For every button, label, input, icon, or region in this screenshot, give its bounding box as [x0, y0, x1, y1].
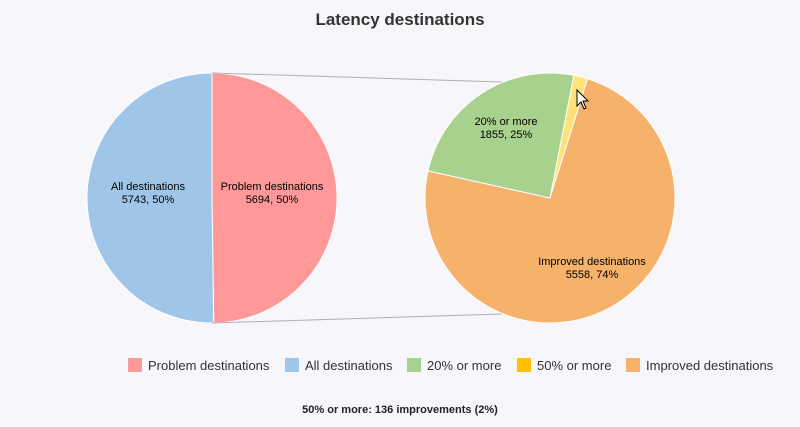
slice-label-20-or-more: 20% or more 1855, 25%	[475, 116, 538, 141]
slice-label-problem-destinations: Problem destinations 5694, 50%	[221, 181, 324, 206]
slice-label-name: Problem destinations	[221, 181, 324, 193]
connector-lines	[211, 72, 503, 324]
legend-label: Improved destinations	[646, 358, 774, 373]
legend-swatch	[285, 358, 299, 372]
legend-swatch	[128, 358, 142, 372]
legend-swatch	[517, 358, 531, 372]
pie-slice-all-destinations[interactable]	[86, 72, 215, 324]
legend-item-20-or-more[interactable]: 20% or more	[407, 358, 501, 373]
legend-item-all-destinations[interactable]: All destinations	[285, 358, 393, 373]
legend-label: Problem destinations	[148, 358, 270, 373]
slice-label-value: 5743, 50%	[122, 194, 175, 206]
legend-label: 50% or more	[537, 358, 611, 373]
slice-label-value: 1855, 25%	[480, 129, 533, 141]
slice-label-all-destinations: All destinations 5743, 50%	[111, 181, 185, 206]
pie-slice-improved-destinations[interactable]	[424, 78, 676, 324]
chart-title: Latency destinations	[315, 10, 484, 29]
slice-label-name: Improved destinations	[538, 256, 646, 268]
legend-swatch	[626, 358, 640, 372]
slice-label-improved-destinations: Improved destinations 5558, 74%	[538, 256, 646, 281]
legend-item-problem-destinations[interactable]: Problem destinations	[128, 358, 270, 373]
slice-label-value: 5694, 50%	[246, 194, 299, 206]
connector-line-bottom	[211, 313, 503, 324]
legend-item-improved-destinations[interactable]: Improved destinations	[626, 358, 774, 373]
pie-slice-problem-destinations[interactable]	[211, 72, 338, 324]
footer-note: 50% or more: 136 improvements (2%)	[302, 404, 498, 416]
slice-label-value: 5558, 74%	[566, 269, 619, 281]
pie-slice-20-or-more[interactable]	[427, 72, 575, 199]
right-pie	[424, 72, 676, 324]
connector-line-top	[211, 72, 503, 83]
slice-label-name: 20% or more	[475, 116, 538, 128]
legend-swatch	[407, 358, 421, 372]
slice-labels: Problem destinations 5694, 50% All destina…	[111, 116, 646, 281]
left-pie	[86, 72, 338, 324]
slice-label-name: All destinations	[111, 181, 185, 193]
legend-item-50-or-more[interactable]: 50% or more	[517, 358, 611, 373]
legend[interactable]: Problem destinations All destinations 20% …	[128, 358, 774, 373]
legend-label: 20% or more	[427, 358, 501, 373]
legend-label: All destinations	[305, 358, 393, 373]
